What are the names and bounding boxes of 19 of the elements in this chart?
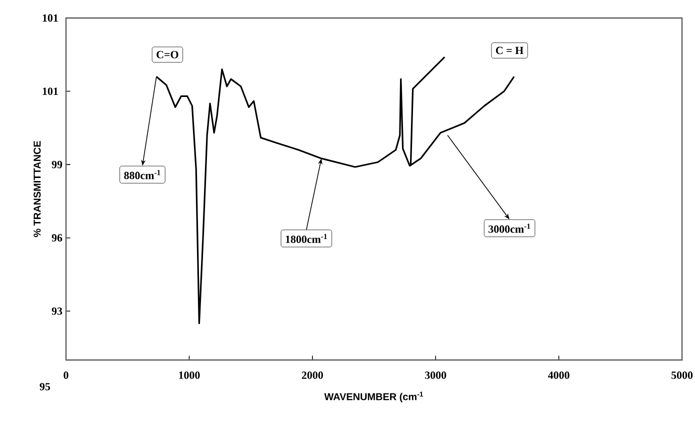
- y-tick-label: 93: [52, 307, 62, 315]
- annotation: C=O: [156, 50, 178, 58]
- text: 101: [42, 14, 58, 22]
- x-tick-label: 1000: [179, 372, 200, 379]
- annotation: 880cm$^{-1}$: [124, 170, 160, 180]
- y-axis-title: % TRANSMITTANCE: [34, 141, 41, 238]
- x-tick-label: 3000: [425, 372, 446, 379]
- x-tick-label: 0: [64, 372, 68, 379]
- text: 101: [42, 88, 58, 95]
- annotation: 1800cm$^{-1}$: [286, 234, 327, 244]
- annotation: C = H: [496, 46, 524, 54]
- x-tick-label: 5000: [671, 372, 693, 379]
- x-tick-label: 4000: [548, 372, 570, 379]
- annotation: 3000cm$^{-1}$: [488, 224, 530, 233]
- x-tick-label: 2000: [302, 372, 323, 379]
- y-tick-label: 99: [52, 160, 62, 168]
- x-axis-title: WAVENUMBER (cm$^{-1}$: [324, 392, 424, 402]
- text: 95: [40, 382, 50, 390]
- y-tick-label: 96: [52, 234, 62, 242]
